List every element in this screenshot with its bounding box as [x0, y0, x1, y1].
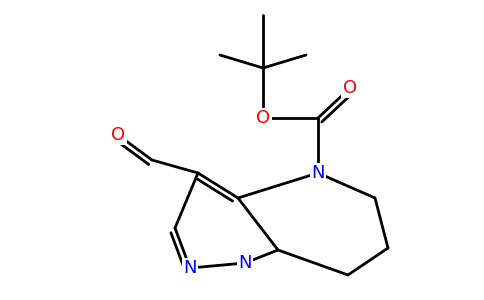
- Text: O: O: [111, 126, 125, 144]
- Text: N: N: [183, 259, 197, 277]
- Text: O: O: [256, 109, 270, 127]
- Text: O: O: [343, 79, 357, 97]
- Text: N: N: [238, 254, 252, 272]
- Text: N: N: [311, 164, 325, 182]
